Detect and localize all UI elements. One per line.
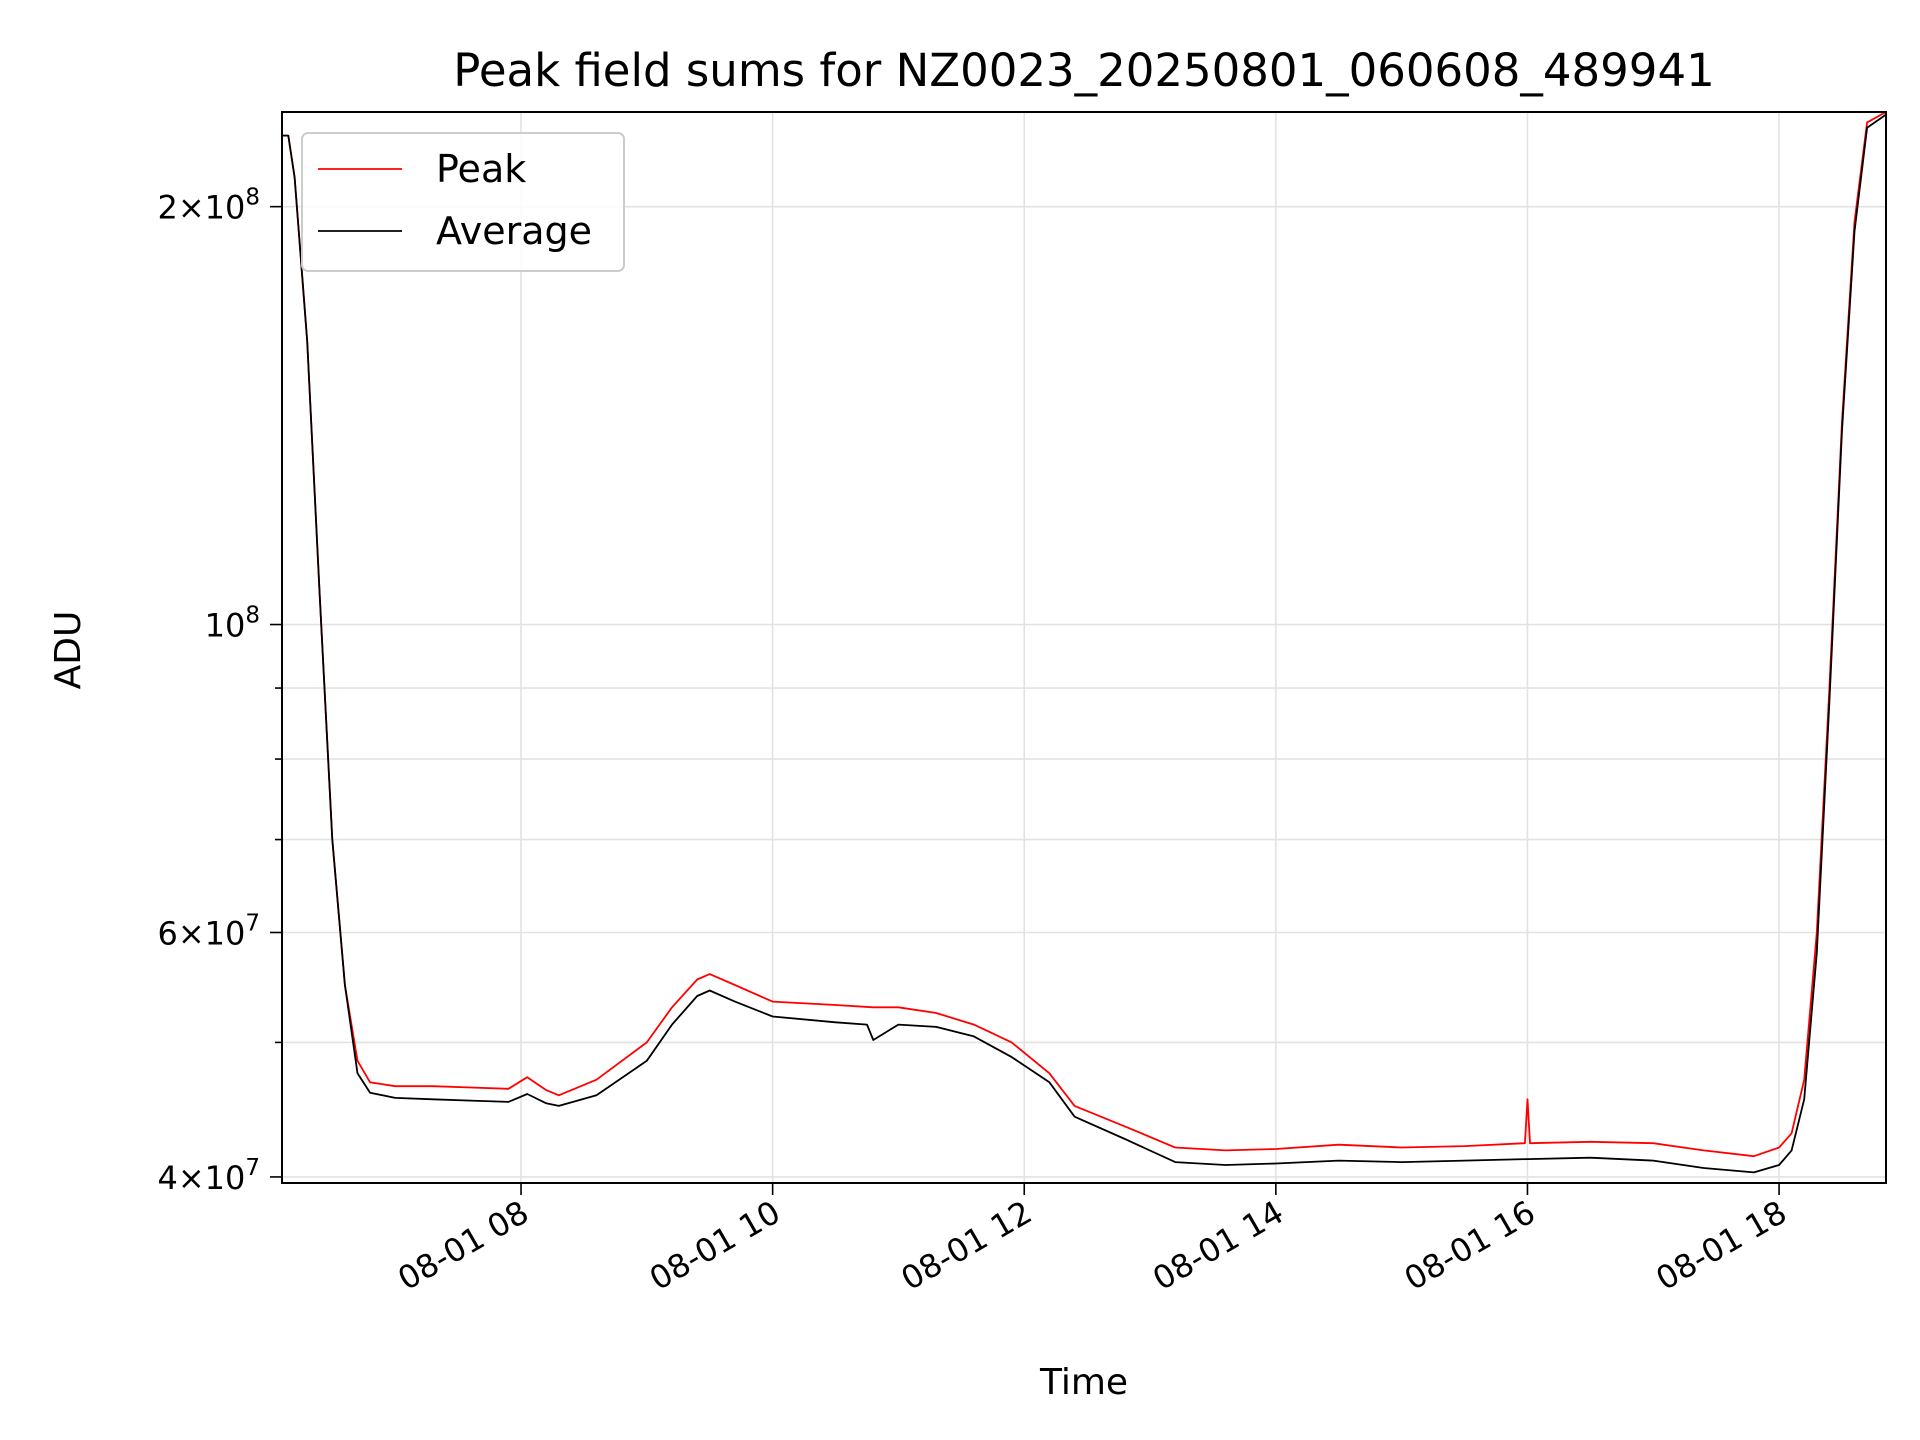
legend-label-peak: Peak (436, 147, 526, 191)
series-line-peak (282, 112, 1886, 1158)
y-axis-ticks: 4×107 6×107 108 2×108 (157, 185, 282, 1197)
plot-frame (281, 111, 1887, 1184)
y-tick-label-2: 108 (205, 603, 260, 645)
x-axis-label: Time (1039, 1362, 1128, 1403)
series-line-average (282, 113, 1886, 1174)
chart-title: Peak field sums for NZ0023_20250801_0606… (453, 44, 1714, 97)
legend-label-average: Average (436, 209, 592, 253)
legend-box (301, 132, 625, 272)
y-axis-label: ADU (48, 611, 89, 690)
y-tick-label-0: 4×107 (157, 1155, 260, 1197)
y-tick-label-3: 2×108 (157, 185, 260, 227)
legend[interactable]: Peak Average (301, 132, 625, 272)
series-layer (282, 112, 1886, 1174)
grid (282, 112, 1886, 1183)
y-tick-label-1: 6×107 (157, 910, 260, 952)
